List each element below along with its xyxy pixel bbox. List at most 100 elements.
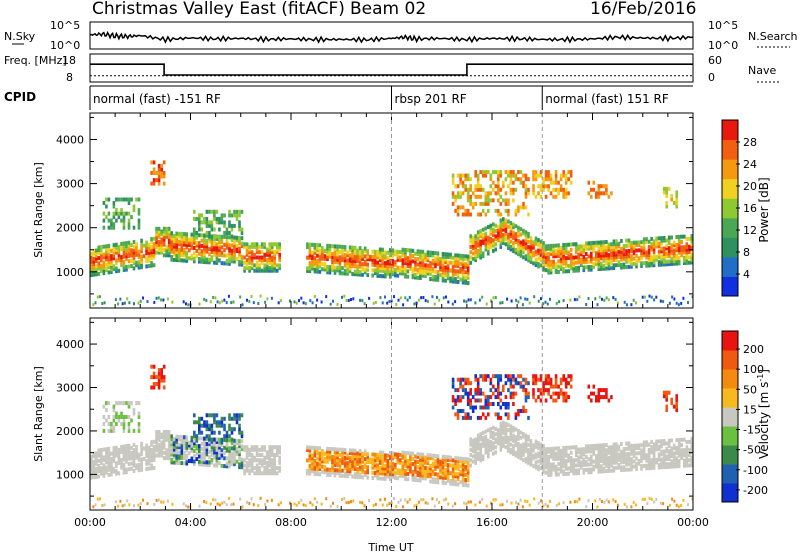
velocity-cell — [479, 388, 482, 393]
power-cell — [574, 242, 578, 247]
power-cell — [356, 267, 359, 272]
velocity-cell — [630, 462, 633, 467]
velocity-cell — [559, 451, 563, 456]
power-cell — [220, 253, 224, 258]
power-cell — [529, 238, 533, 243]
velocity-cell — [421, 452, 425, 457]
power-cell — [675, 245, 678, 250]
velocity-cell — [112, 418, 116, 423]
power-cell — [526, 297, 529, 301]
power-cell — [243, 244, 246, 249]
velocity-cell — [537, 395, 540, 400]
velocity-cell — [552, 467, 555, 472]
power-cell — [92, 256, 96, 261]
power-cell — [476, 173, 480, 178]
power-cell — [205, 260, 209, 265]
velocity-cell — [389, 469, 392, 474]
power-cell — [612, 258, 616, 262]
power-cell — [90, 252, 93, 256]
velocity-cell — [451, 458, 455, 463]
power-cell — [512, 173, 515, 178]
velocity-cell — [157, 450, 161, 455]
power-cell — [434, 264, 437, 269]
power-cell — [150, 263, 153, 268]
power-cell — [597, 267, 601, 271]
power-cell — [559, 259, 563, 264]
velocity-cell — [444, 468, 447, 473]
velocity-cell — [348, 451, 352, 455]
power-cell — [268, 244, 271, 249]
power-cell — [484, 234, 488, 239]
velocity-cell — [574, 445, 578, 450]
power-cell — [436, 256, 440, 261]
velocity-cell — [635, 456, 638, 461]
velocity-cell — [522, 447, 525, 452]
power-cell — [177, 258, 181, 263]
velocity-cell — [600, 395, 603, 400]
power-cell — [459, 253, 462, 258]
power-cell — [359, 298, 362, 302]
velocity-cell — [233, 449, 236, 454]
power-cell — [502, 198, 505, 203]
power-cell — [429, 266, 432, 271]
velocity-cell — [208, 442, 211, 447]
power-cell — [456, 272, 460, 277]
velocity-cell — [424, 476, 427, 481]
power-cell — [424, 263, 427, 268]
velocity-cell — [557, 472, 560, 477]
power-cell — [193, 231, 196, 235]
velocity-cell — [95, 467, 98, 471]
power-cell — [567, 269, 570, 274]
velocity-cell — [230, 430, 234, 435]
velocity-cell — [336, 447, 339, 452]
power-cell — [478, 298, 481, 302]
velocity-cell — [245, 460, 249, 465]
velocity-cell — [308, 456, 312, 460]
velocity-cell — [504, 395, 508, 400]
velocity-cell — [667, 464, 671, 469]
power-cell — [474, 237, 477, 241]
velocity-cell — [449, 463, 452, 468]
velocity-cell — [600, 453, 603, 458]
power-cell — [436, 272, 440, 277]
velocity-cell — [670, 464, 673, 469]
power-cell — [429, 263, 432, 268]
power-cell — [376, 273, 379, 278]
power-cell — [476, 243, 480, 248]
power-cell — [657, 249, 661, 254]
power-cell — [492, 233, 495, 237]
velocity-cell — [248, 450, 251, 455]
velocity-cell — [127, 448, 131, 453]
power-cell — [424, 299, 427, 303]
power-cell — [474, 244, 477, 249]
power-cell — [177, 242, 181, 247]
velocity-cell — [512, 438, 515, 443]
velocity-cell — [497, 438, 500, 443]
velocity-cell — [647, 461, 651, 465]
velocity-cell — [92, 462, 96, 467]
power-cell — [102, 268, 106, 273]
velocity-cell — [431, 477, 435, 482]
power-cell — [110, 222, 113, 227]
power-cell — [180, 237, 184, 242]
velocity-cell — [140, 444, 143, 449]
power-cell — [215, 237, 219, 241]
power-cell — [373, 271, 377, 275]
power-cell — [479, 184, 482, 189]
power-cell — [145, 245, 148, 250]
velocity-cell — [404, 463, 407, 468]
power-cell — [397, 298, 400, 302]
power-cell — [602, 258, 606, 263]
power-cell — [502, 219, 505, 224]
velocity-cell — [529, 447, 533, 451]
power-cell — [670, 243, 673, 248]
velocity-cell — [127, 451, 131, 456]
power-cell — [479, 239, 482, 244]
velocity-cell — [326, 452, 329, 456]
velocity-cell — [132, 463, 136, 468]
velocity-cell — [534, 452, 538, 457]
velocity-cell — [396, 452, 400, 457]
velocity-cell — [132, 461, 136, 466]
power-cell — [456, 264, 460, 269]
power-cell — [464, 173, 467, 178]
